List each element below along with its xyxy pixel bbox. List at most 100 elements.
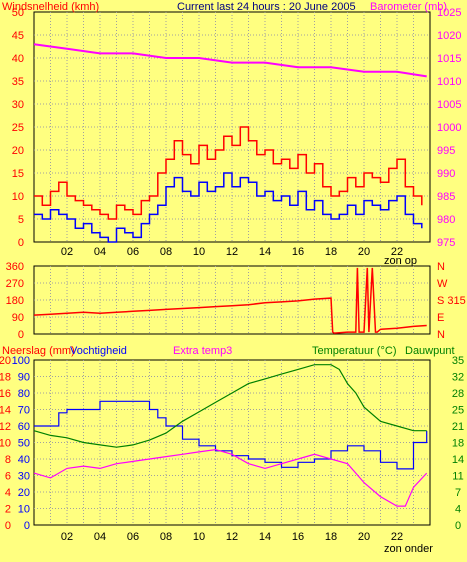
temperature-ytick-label: 0 (455, 520, 461, 532)
rain-axis-label: Neerslag (mm) (2, 345, 75, 357)
wind-xtick-label: 08 (160, 246, 172, 258)
temperature-ytick-label: 14 (452, 454, 464, 466)
humidity-ytick-label: 90 (18, 372, 30, 384)
barometer-ytick-label: 1025 (437, 7, 461, 19)
wind-xtick-label: 16 (292, 246, 304, 258)
rain-ytick-label: 16 (0, 388, 11, 400)
climate-xtick-label: 18 (325, 531, 337, 543)
humidity-ytick-label: 80 (18, 388, 30, 400)
direction-ytick-label: 270 (6, 278, 24, 290)
compass-tick-label: E (437, 312, 444, 324)
wind-xtick-label: 20 (358, 246, 370, 258)
wind-ytick-label: 50 (12, 7, 24, 19)
wind-direction-line (33, 267, 427, 334)
climate-xtick-label: 04 (94, 531, 106, 543)
climate-xtick-label: 14 (259, 531, 271, 543)
humidity-ytick-label: 40 (18, 454, 30, 466)
humidity-ytick-label: 100 (12, 355, 30, 367)
wind-ticks: 0510152025303540455097598098599099510001… (12, 7, 462, 258)
humidity-ytick-label: 20 (18, 487, 30, 499)
direction-ytick-label: 90 (12, 312, 24, 324)
barometer-ytick-label: 990 (437, 168, 455, 180)
barometer-ytick-label: 980 (437, 214, 455, 226)
wind-speed-line (34, 172, 423, 243)
climate-xtick-label: 20 (358, 531, 370, 543)
sunrise-label: zon op (384, 255, 417, 267)
wind-xtick-label: 12 (226, 246, 238, 258)
barometer-line (33, 43, 427, 78)
dewpoint-label: Dauwpunt (405, 345, 455, 357)
sunset-label: zon onder (384, 543, 433, 555)
barometer-ytick-label: 1000 (437, 122, 461, 134)
humidity-ytick-label: 60 (18, 421, 30, 433)
humidity-line (34, 400, 428, 470)
wind-xtick-label: 06 (127, 246, 139, 258)
extra-temp-label: Extra temp3 (173, 345, 232, 357)
climate-xtick-label: 02 (61, 531, 73, 543)
barometer-ytick-label: 1010 (437, 76, 461, 88)
wind-ytick-label: 10 (12, 191, 24, 203)
wind-series (33, 43, 427, 243)
rain-ytick-label: 14 (0, 405, 11, 417)
climate-grid (34, 360, 430, 525)
barometer-axis-label: Barometer (mb) (370, 1, 447, 13)
humidity-ytick-label: 0 (24, 520, 30, 532)
compass-tick-label: W (437, 278, 448, 290)
barometer-ytick-label: 1020 (437, 30, 461, 42)
climate-xtick-label: 08 (160, 531, 172, 543)
compass-tick-label: N (437, 329, 445, 341)
rain-ytick-label: 10 (0, 438, 11, 450)
direction-ytick-label: 180 (6, 295, 24, 307)
barometer-ytick-label: 1015 (437, 53, 461, 65)
wind-ytick-label: 15 (12, 168, 24, 180)
climate-xtick-label: 10 (193, 531, 205, 543)
temperature-label: Temperatuur (°C) (312, 345, 396, 357)
wind-xtick-label: 14 (259, 246, 271, 258)
temperature-ytick-label: 25 (452, 405, 464, 417)
barometer-ytick-label: 1005 (437, 99, 461, 111)
temperature-ytick-label: 7 (455, 487, 461, 499)
wind-ytick-label: 20 (12, 145, 24, 157)
climate-xtick-label: 22 (391, 531, 403, 543)
temperature-ytick-label: 32 (452, 372, 464, 384)
rain-ytick-label: 8 (5, 454, 11, 466)
wind-ytick-label: 40 (12, 53, 24, 65)
temperature-line (33, 364, 427, 448)
rain-ytick-label: 0 (5, 520, 11, 532)
chart-title: Current last 24 hours : 20 June 2005 (177, 1, 356, 13)
temperature-ytick-label: 21 (452, 421, 464, 433)
wind-xtick-label: 04 (94, 246, 106, 258)
compass-tick-label: N (437, 261, 445, 273)
wind-ytick-label: 25 (12, 122, 24, 134)
temperature-ytick-label: 4 (455, 504, 461, 516)
direction-series (33, 267, 427, 334)
barometer-ytick-label: 985 (437, 191, 455, 203)
climate-xtick-label: 06 (127, 531, 139, 543)
compass-tick-label: S 315 (437, 295, 466, 307)
barometer-ytick-label: 975 (437, 237, 455, 249)
wind-ytick-label: 45 (12, 30, 24, 42)
temperature-ytick-label: 35 (452, 355, 464, 367)
humidity-label: Vochtigheid (70, 345, 127, 357)
wind-gust-line (34, 126, 423, 220)
direction-ytick-label: 360 (6, 261, 24, 273)
temperature-ytick-label: 11 (452, 471, 463, 483)
wind-xtick-label: 22 (391, 246, 403, 258)
dewpoint-line (33, 448, 428, 507)
temperature-ytick-label: 18 (452, 438, 464, 450)
rain-ytick-label: 6 (5, 471, 11, 483)
rain-ytick-label: 18 (0, 372, 11, 384)
climate-xtick-label: 12 (226, 531, 238, 543)
wind-xtick-label: 18 (325, 246, 337, 258)
wind-ytick-label: 5 (18, 214, 24, 226)
wind-xtick-label: 10 (193, 246, 205, 258)
rain-ytick-label: 12 (0, 421, 11, 433)
rain-ytick-label: 4 (5, 487, 11, 499)
rain-ytick-label: 20 (0, 355, 11, 367)
wind-xtick-label: 02 (61, 246, 73, 258)
temperature-ytick-label: 28 (452, 388, 464, 400)
